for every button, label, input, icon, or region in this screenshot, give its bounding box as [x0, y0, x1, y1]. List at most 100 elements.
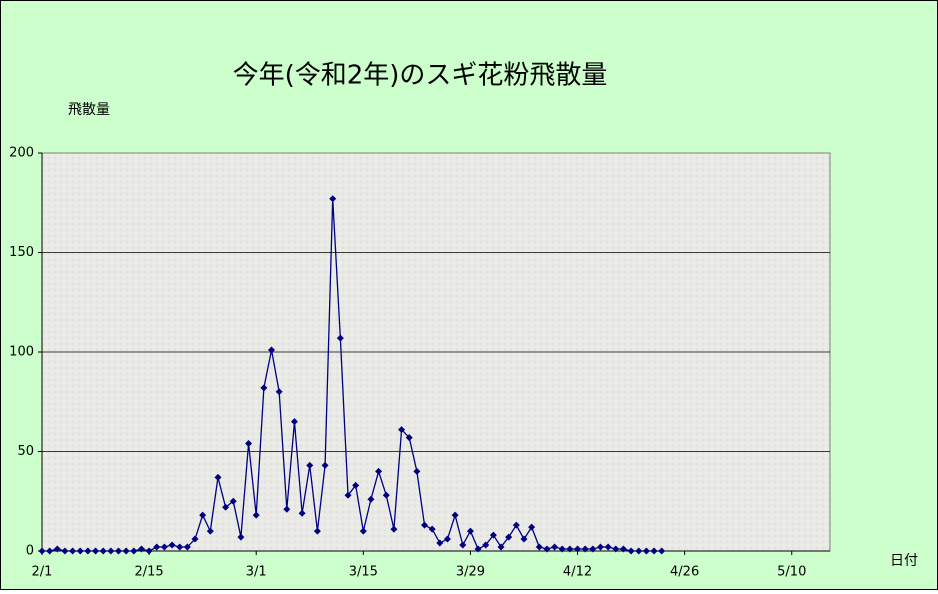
data-point: [306, 461, 314, 469]
data-point: [367, 495, 375, 503]
data-point: [290, 418, 298, 426]
data-point: [489, 531, 497, 539]
data-point: [375, 467, 383, 475]
data-point: [398, 426, 406, 434]
data-point: [237, 533, 245, 541]
x-tick-label: 3/29: [456, 565, 485, 580]
data-point: [658, 547, 666, 555]
data-point: [443, 535, 451, 543]
data-point: [53, 545, 61, 553]
data-point: [260, 384, 268, 392]
data-point: [46, 547, 54, 555]
data-point: [61, 547, 69, 555]
data-point: [528, 523, 536, 531]
data-point: [642, 547, 650, 555]
data-point: [497, 543, 505, 551]
data-point: [482, 541, 490, 549]
y-tick-label: 150: [9, 245, 34, 260]
data-point: [413, 467, 421, 475]
data-point: [137, 545, 145, 553]
data-point: [352, 481, 360, 489]
data-point: [268, 346, 276, 354]
data-point: [596, 543, 604, 551]
data-point: [191, 535, 199, 543]
data-point: [421, 521, 429, 529]
data-point: [635, 547, 643, 555]
y-tick-label: 100: [9, 345, 34, 360]
data-point: [122, 547, 130, 555]
x-axis-label: 日付: [890, 553, 918, 569]
x-tick-label: 2/1: [32, 565, 53, 580]
data-point: [344, 491, 352, 499]
data-point: [566, 545, 574, 553]
data-point: [436, 539, 444, 547]
data-point: [574, 545, 582, 553]
data-point: [245, 440, 253, 448]
data-point: [505, 533, 513, 541]
data-point: [459, 541, 467, 549]
data-point: [466, 527, 474, 535]
data-point: [99, 547, 107, 555]
data-point: [612, 545, 620, 553]
x-tick-label: 3/15: [349, 565, 378, 580]
data-point: [428, 525, 436, 533]
series-line: [42, 198, 662, 552]
x-tick-label: 5/10: [777, 565, 806, 580]
data-point: [451, 511, 459, 519]
data-point: [650, 547, 658, 555]
data-point: [551, 543, 559, 551]
data-point: [558, 545, 566, 553]
data-point: [313, 527, 321, 535]
data-point: [69, 547, 77, 555]
x-tick-label: 4/26: [670, 565, 699, 580]
data-point: [206, 527, 214, 535]
data-point: [512, 521, 520, 529]
data-point: [153, 543, 161, 551]
data-point: [130, 547, 138, 555]
y-tick-label: 50: [17, 444, 34, 459]
x-tick-label: 4/12: [563, 565, 592, 580]
data-point: [619, 545, 627, 553]
data-point: [145, 547, 153, 555]
data-point: [199, 511, 207, 519]
data-point: [329, 195, 337, 203]
data-point: [160, 543, 168, 551]
data-point: [38, 547, 46, 555]
data-point: [92, 547, 100, 555]
data-point: [520, 535, 528, 543]
data-point: [390, 525, 398, 533]
data-point: [84, 547, 92, 555]
chart-title: 今年(令和2年)のスギ花粉飛散量: [233, 61, 608, 91]
data-point: [604, 543, 612, 551]
y-tick-label: 0: [26, 544, 34, 559]
y-tick-label: 200: [9, 146, 34, 161]
data-point: [581, 545, 589, 553]
data-point: [359, 527, 367, 535]
data-point: [283, 505, 291, 513]
data-point: [252, 511, 260, 519]
data-point: [214, 473, 222, 481]
data-point: [336, 334, 344, 342]
data-point: [627, 547, 635, 555]
data-point: [183, 543, 191, 551]
data-point: [543, 545, 551, 553]
data-point: [298, 509, 306, 517]
data-point: [321, 461, 329, 469]
data-point: [474, 545, 482, 553]
data-point: [535, 543, 543, 551]
data-point: [168, 541, 176, 549]
data-point: [275, 388, 283, 396]
data-point: [589, 545, 597, 553]
data-point: [405, 434, 413, 442]
data-point: [107, 547, 115, 555]
x-tick-label: 2/15: [135, 565, 164, 580]
data-point: [382, 491, 390, 499]
x-tick-label: 3/1: [246, 565, 267, 580]
data-point: [176, 543, 184, 551]
data-point: [115, 547, 123, 555]
data-point: [76, 547, 84, 555]
data-point: [222, 503, 230, 511]
data-point: [229, 497, 237, 505]
y-axis-label: 飛散量: [68, 102, 110, 118]
